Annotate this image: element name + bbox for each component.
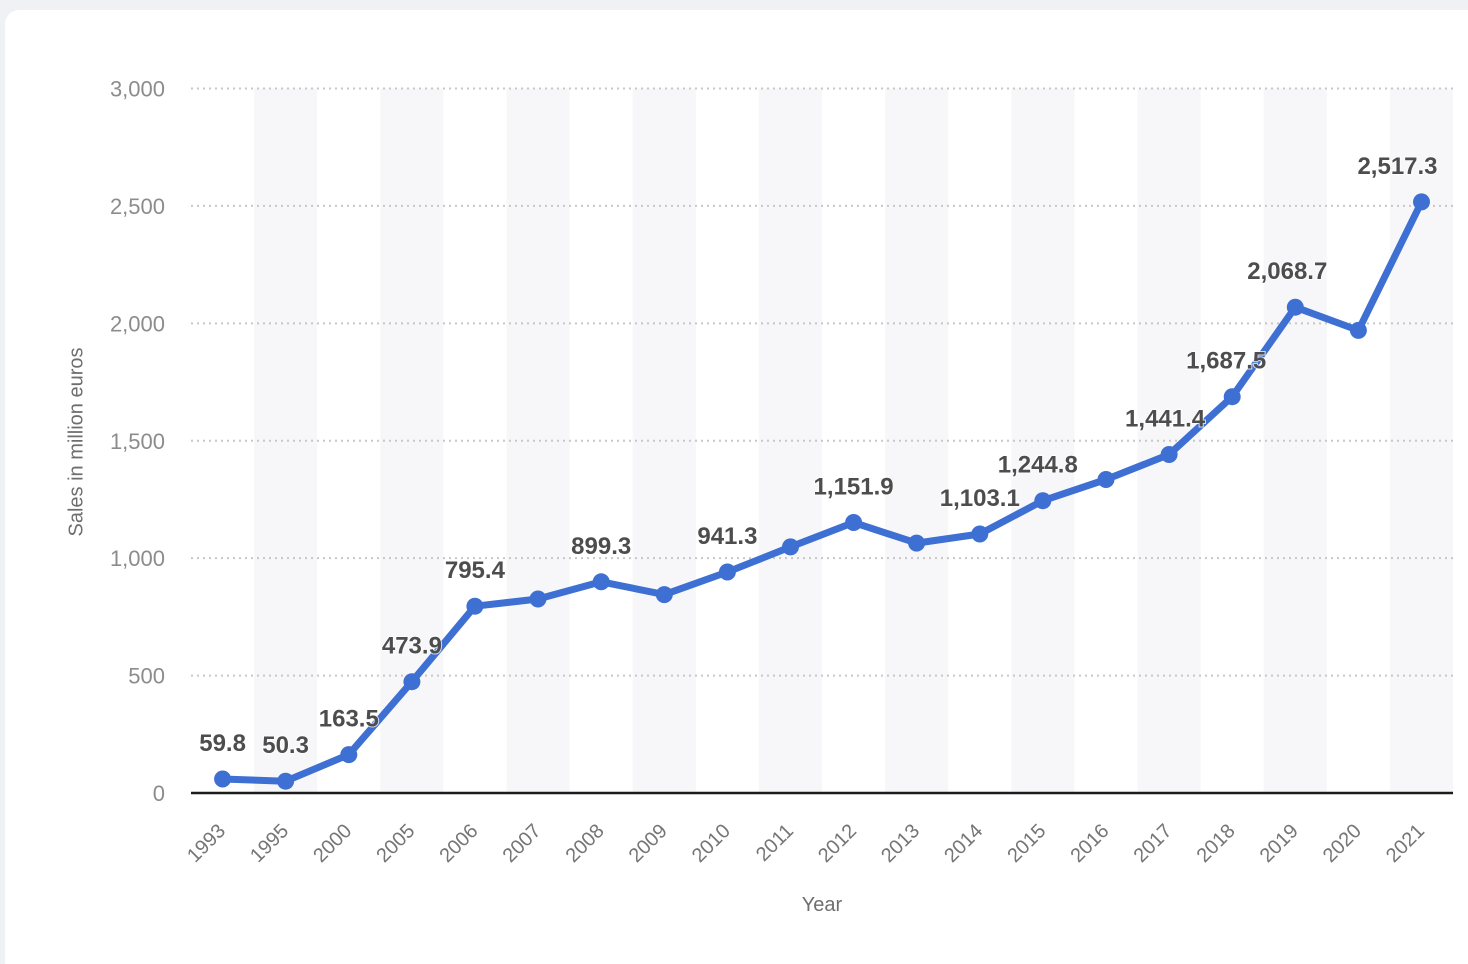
data-label-2015: 1,244.8 <box>998 452 1078 479</box>
y-tick-2,000: 2,000 <box>110 311 165 336</box>
data-point-2020[interactable] <box>1349 321 1367 339</box>
x-tick-2019: 2019 <box>1256 820 1303 867</box>
data-point-2005[interactable] <box>403 673 421 691</box>
data-label-2018: 1,687.5 <box>1186 348 1266 375</box>
data-label-2010: 941.3 <box>697 523 757 550</box>
y-axis-title: Sales in million euros <box>65 347 88 537</box>
data-label-2005: 473.9 <box>382 633 442 660</box>
column-band-2007 <box>506 88 570 793</box>
sales-series-line <box>219 198 1425 785</box>
y-tick-3,000: 3,000 <box>110 77 165 102</box>
x-tick-2008: 2008 <box>562 820 609 867</box>
data-point-2011[interactable] <box>782 538 799 556</box>
data-label-1993: 59.8 <box>199 730 246 757</box>
x-tick-2005: 2005 <box>372 820 419 867</box>
data-label-2019: 2,068.7 <box>1247 258 1327 285</box>
data-label-2021: 2,517.3 <box>1357 153 1437 180</box>
x-tick-2009: 2009 <box>625 820 672 867</box>
data-point-1995[interactable] <box>277 772 295 790</box>
y-tick-1,500: 1,500 <box>110 429 165 454</box>
y-tick-0: 0 <box>153 781 165 806</box>
data-point-2006[interactable] <box>466 597 484 615</box>
x-tick-2007: 2007 <box>499 820 546 867</box>
data-label-2008: 899.3 <box>571 533 631 560</box>
data-point-2012[interactable] <box>845 514 863 531</box>
data-point-2013[interactable] <box>908 534 926 552</box>
x-tick-2018: 2018 <box>1193 820 1240 867</box>
data-label-2012: 1,151.9 <box>814 474 894 501</box>
x-tick-2016: 2016 <box>1066 820 1113 867</box>
data-point-2019[interactable] <box>1286 298 1304 316</box>
x-tick-2015: 2015 <box>1003 820 1050 867</box>
data-point-2009[interactable] <box>655 586 673 604</box>
x-tick-2014: 2014 <box>940 820 987 867</box>
data-label-2000: 163.5 <box>319 706 379 733</box>
column-band-2015 <box>1011 88 1075 793</box>
column-band-2011 <box>758 88 822 793</box>
data-point-2016[interactable] <box>1097 471 1115 488</box>
data-point-2018[interactable] <box>1223 388 1241 406</box>
data-label-2006: 795.4 <box>445 557 506 584</box>
x-tick-2013: 2013 <box>877 820 924 867</box>
x-tick-2011: 2011 <box>752 820 798 866</box>
y-tick-500: 500 <box>128 664 165 689</box>
data-point-2010[interactable] <box>718 563 736 581</box>
x-tick-2021: 2021 <box>1382 820 1429 867</box>
data-label-1995: 50.3 <box>262 732 309 759</box>
x-tick-2020: 2020 <box>1319 820 1366 867</box>
x-tick-2006: 2006 <box>435 820 482 867</box>
data-point-2017[interactable] <box>1160 446 1178 463</box>
data-point-2008[interactable] <box>592 573 610 591</box>
y-tick-2,500: 2,500 <box>110 194 165 219</box>
chart-card <box>5 10 1468 964</box>
data-point-2007[interactable] <box>529 590 547 608</box>
x-axis-title: Year <box>801 894 843 916</box>
x-tick-1993: 1993 <box>183 820 230 867</box>
x-tick-1995: 1995 <box>246 820 293 867</box>
x-tick-2017: 2017 <box>1130 820 1177 867</box>
x-tick-2012: 2012 <box>814 820 861 867</box>
data-point-1993[interactable] <box>214 770 232 788</box>
data-point-2021[interactable] <box>1413 193 1430 211</box>
data-point-2015[interactable] <box>1034 492 1052 510</box>
data-point-2014[interactable] <box>971 525 989 543</box>
column-band-2009 <box>632 88 696 793</box>
data-point-2000[interactable] <box>340 746 358 764</box>
data-label-2014: 1,103.1 <box>940 485 1020 512</box>
data-label-2017: 1,441.4 <box>1125 406 1206 433</box>
x-tick-2000: 2000 <box>309 820 356 867</box>
column-band-2013 <box>885 88 949 793</box>
x-tick-2010: 2010 <box>688 820 735 867</box>
y-tick-1,000: 1,000 <box>110 546 165 571</box>
